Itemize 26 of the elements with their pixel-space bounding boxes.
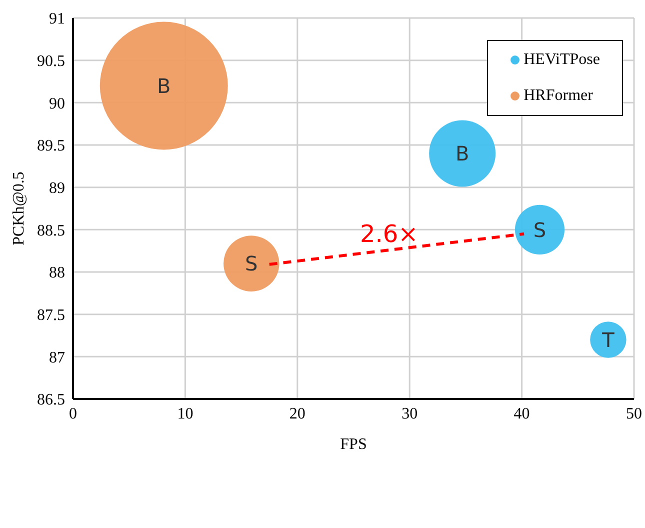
y-tick-label: 91 [49, 10, 65, 28]
y-tick-label: 87 [49, 349, 65, 366]
legend-label: HRFormer [524, 87, 593, 105]
data-label: B [455, 142, 470, 166]
data-label: B [157, 74, 171, 98]
annotation: 2.6× [360, 220, 418, 248]
y-tick-label: 89.5 [37, 138, 65, 155]
y-axis-title: PCKh@0.5 [10, 172, 28, 246]
y-tick-label: 86.5 [37, 392, 65, 409]
x-tick-label: 40 [514, 405, 530, 422]
x-tick-label: 30 [402, 405, 418, 422]
data-label: S [245, 252, 258, 276]
y-tick-label: 90.5 [37, 53, 65, 70]
x-axis-title: FPS [340, 436, 367, 453]
y-tick-label: 88 [49, 264, 65, 282]
y-tick-label: 90 [49, 95, 65, 112]
x-tick-label: 10 [177, 405, 194, 422]
legend-label: HEViTPose [524, 51, 600, 69]
y-tick-label: 87.5 [37, 307, 65, 324]
x-tick-label: 0 [69, 405, 77, 422]
data-label: S [533, 218, 546, 242]
x-tick-label: 20 [289, 405, 306, 422]
data-label: T [601, 328, 616, 352]
y-tick-label: 88.5 [37, 222, 65, 240]
y-tick-label: 89 [49, 180, 65, 198]
x-tick-label: 50 [626, 405, 642, 422]
